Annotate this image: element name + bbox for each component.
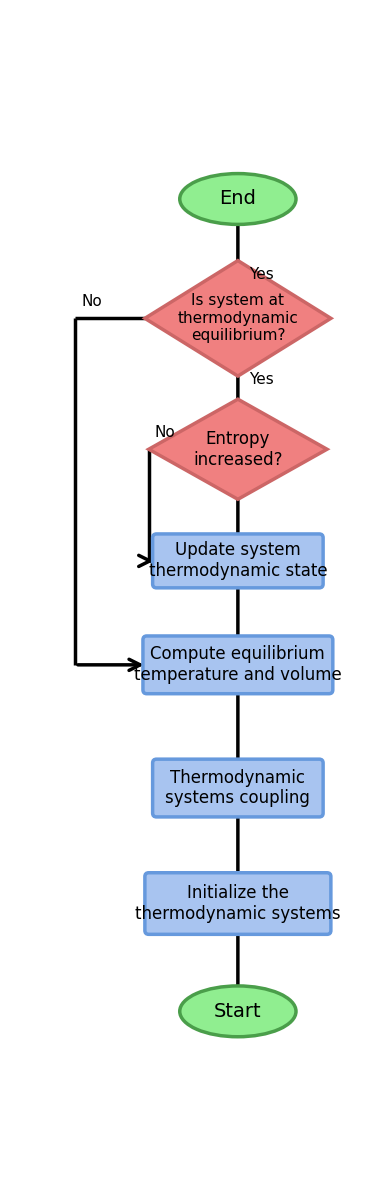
Polygon shape: [149, 399, 327, 499]
Text: Is system at
thermodynamic
equilibrium?: Is system at thermodynamic equilibrium?: [177, 293, 298, 344]
Ellipse shape: [180, 986, 296, 1037]
Polygon shape: [145, 260, 331, 377]
Text: End: End: [219, 189, 256, 208]
FancyBboxPatch shape: [143, 636, 333, 693]
Text: Thermodynamic
systems coupling: Thermodynamic systems coupling: [166, 769, 310, 807]
Text: Yes: Yes: [250, 372, 274, 387]
Ellipse shape: [180, 173, 296, 225]
Text: Entropy
increased?: Entropy increased?: [193, 430, 283, 468]
Text: Update system
thermodynamic state: Update system thermodynamic state: [149, 541, 327, 580]
Text: Initialize the
thermodynamic systems: Initialize the thermodynamic systems: [135, 884, 341, 923]
FancyBboxPatch shape: [152, 759, 323, 817]
Text: Compute equilibrium
temperature and volume: Compute equilibrium temperature and volu…: [134, 645, 342, 684]
Text: No: No: [155, 425, 176, 440]
Text: No: No: [81, 294, 102, 310]
Text: Start: Start: [214, 1002, 262, 1020]
FancyBboxPatch shape: [145, 872, 331, 935]
Text: Yes: Yes: [250, 267, 274, 282]
FancyBboxPatch shape: [152, 534, 323, 587]
